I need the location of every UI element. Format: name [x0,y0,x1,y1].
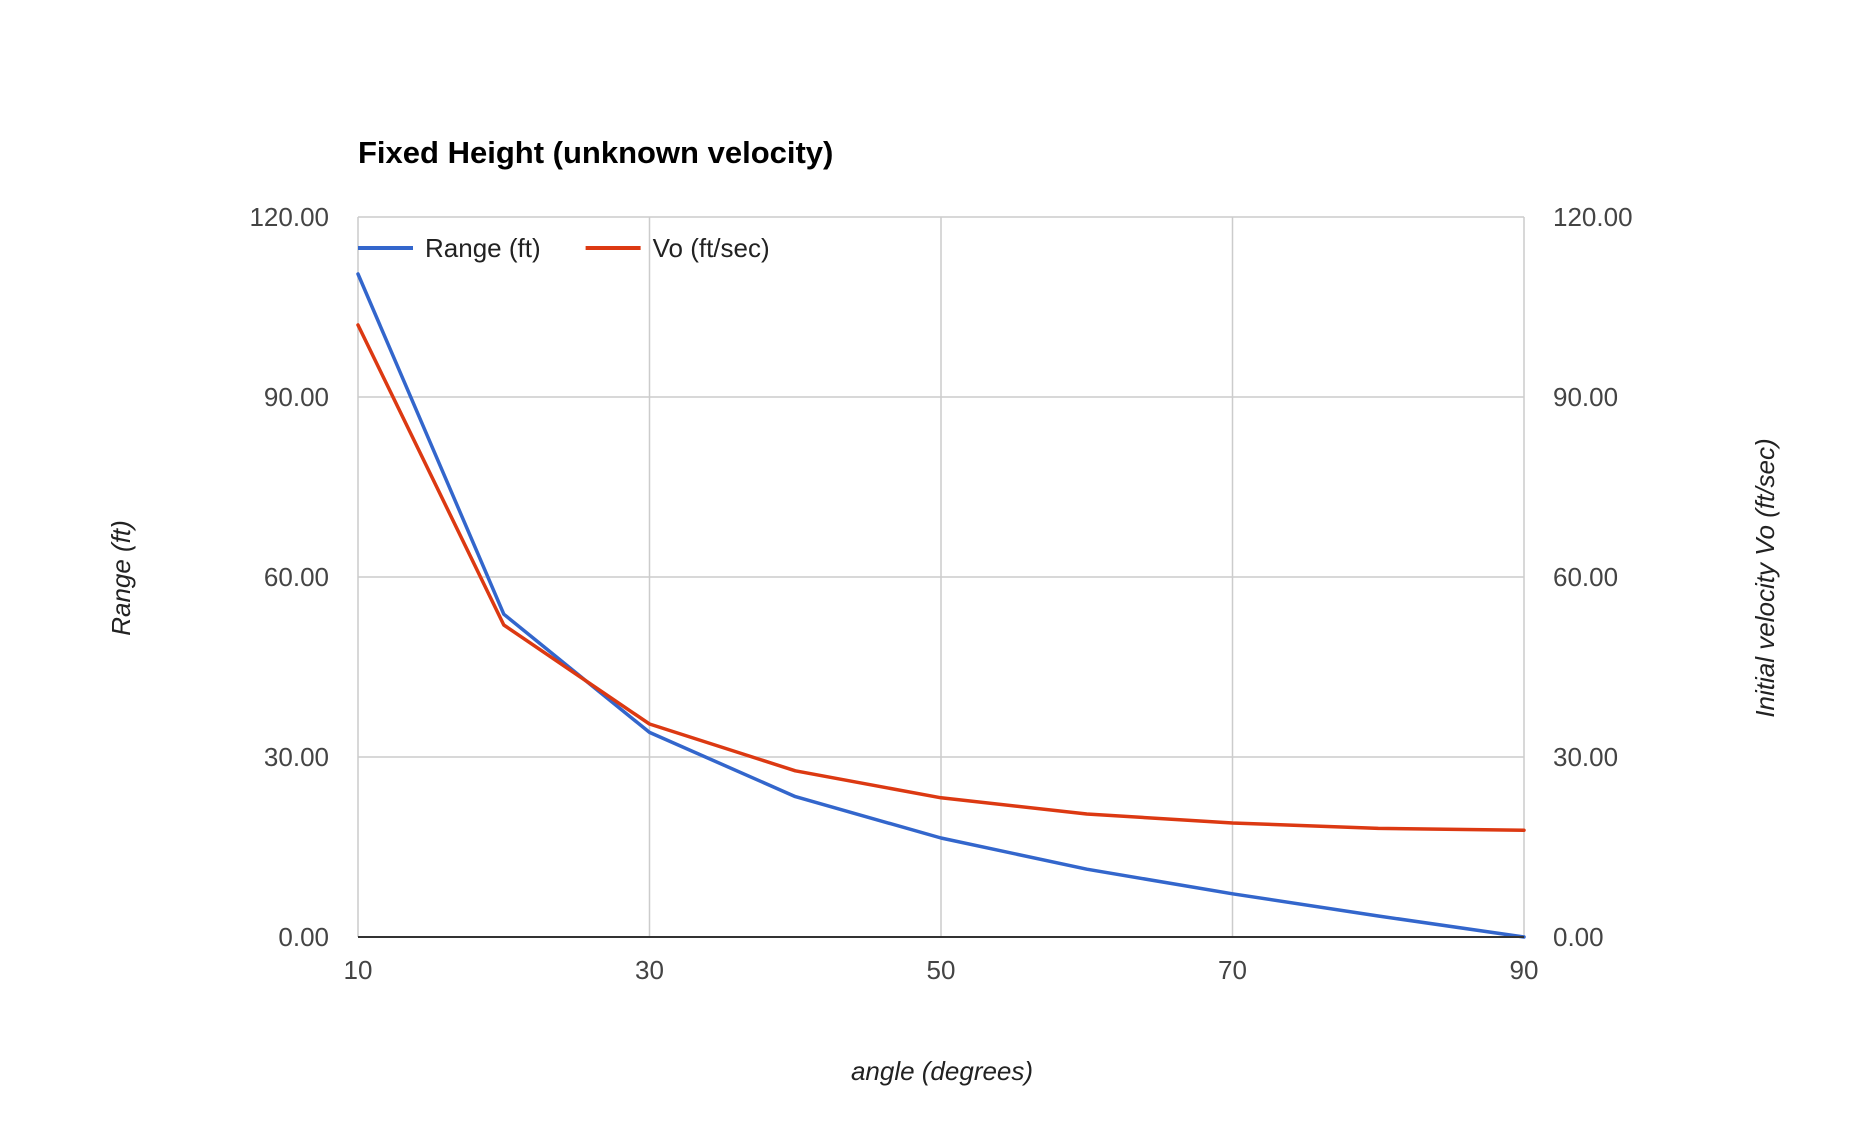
y-tick-label-left: 60.00 [264,562,329,592]
x-tick-label: 10 [344,955,373,985]
y-tick-label-left: 90.00 [264,382,329,412]
x-tick-label: 30 [635,955,664,985]
grid-layer [357,216,1525,937]
y-tick-label-right: 90.00 [1553,382,1618,412]
y-tick-label-right: 30.00 [1553,742,1618,772]
y-axis-left-title: Range (ft) [106,520,136,636]
x-tick-label: 50 [927,955,956,985]
legend-label: Range (ft) [425,233,541,263]
y-tick-label-right: 0.00 [1553,922,1604,952]
legend-item: Range (ft) [358,233,541,263]
chart-title: Fixed Height (unknown velocity) [358,135,833,170]
x-axis-title: angle (degrees) [851,1056,1033,1086]
series-layer [356,272,1526,939]
axis-layer: 0.00 0.00 30.00 30.00 60.00 60.00 90.00 90.00 12… [249,202,1632,985]
x-tick-label: 90 [1510,955,1539,985]
legend-label: Vo (ft/sec) [653,233,770,263]
series-line-vo [356,323,1526,832]
legend: Range (ft) Vo (ft/sec) [358,233,770,263]
y-tick-label-left: 120.00 [249,202,329,232]
series-line-range [356,272,1526,939]
y-tick-label-right: 60.00 [1553,562,1618,592]
y-tick-label-right: 120.00 [1553,202,1633,232]
legend-item: Vo (ft/sec) [585,233,770,263]
x-tick-label: 70 [1218,955,1247,985]
y-tick-label-left: 30.00 [264,742,329,772]
y-axis-right-title: Initial velocity Vo (ft/sec) [1750,438,1780,717]
y-tick-label-left: 0.00 [278,922,329,952]
